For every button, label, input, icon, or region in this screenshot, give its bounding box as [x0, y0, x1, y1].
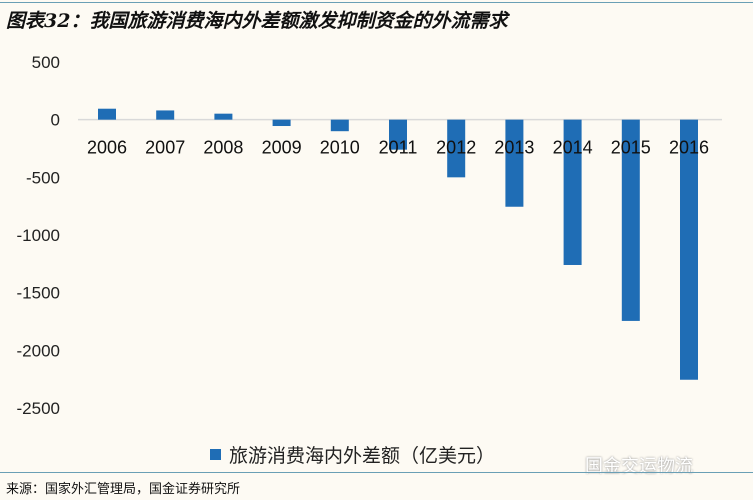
bar-2009	[272, 119, 291, 127]
y-tick-label: -1000	[17, 226, 60, 245]
bar-2010	[330, 119, 349, 132]
bar-2016	[680, 119, 698, 380]
legend-label: 旅游消费海内外差额（亿美元）	[229, 445, 496, 467]
x-tick-label: 2010	[320, 138, 360, 158]
x-tick-label: 2016	[669, 138, 709, 158]
y-tick-label: -2000	[17, 341, 60, 360]
bar-2011	[389, 119, 407, 150]
top-rule	[0, 2, 753, 3]
y-tick-label: -500	[26, 168, 60, 187]
bar-2014	[563, 119, 582, 265]
x-tick-label: 2008	[203, 138, 243, 158]
bar-2007	[156, 110, 175, 120]
y-tick-label: -1500	[17, 284, 60, 303]
y-tick-label: -2500	[17, 399, 60, 418]
x-tick-label: 2013	[494, 138, 534, 158]
x-tick-label: 2014	[553, 138, 593, 158]
bar-2015	[621, 119, 640, 321]
y-tick-label: 0	[51, 111, 60, 130]
bar-2008	[214, 113, 233, 120]
bar-2013	[505, 119, 524, 207]
x-tick-label: 2007	[145, 138, 185, 158]
legend-swatch	[210, 449, 221, 460]
x-tick-label: 2006	[87, 138, 127, 158]
x-tick-label: 2009	[262, 138, 302, 158]
bottom-rule	[0, 472, 753, 473]
x-tick-label: 2015	[611, 138, 651, 158]
x-tick-label: 2011	[379, 138, 418, 158]
x-tick-label: 2012	[436, 138, 476, 158]
bar-2006	[98, 108, 116, 120]
bar-2012	[447, 119, 466, 178]
bar-chart: 500 0 -500 -1000 -1500 -2000 -2500 2006 2007 2008…	[17, 53, 722, 418]
chart-title: 图表32：我国旅游消费海内外差额激发抑制资金的外流需求	[6, 10, 508, 32]
watermark: 国金交运物流	[585, 456, 693, 477]
y-tick-label: 500	[32, 53, 60, 72]
legend: 旅游消费海内外差额（亿美元）	[210, 441, 495, 468]
source-note: 来源：国家外汇管理局，国金证券研究所	[6, 482, 241, 497]
